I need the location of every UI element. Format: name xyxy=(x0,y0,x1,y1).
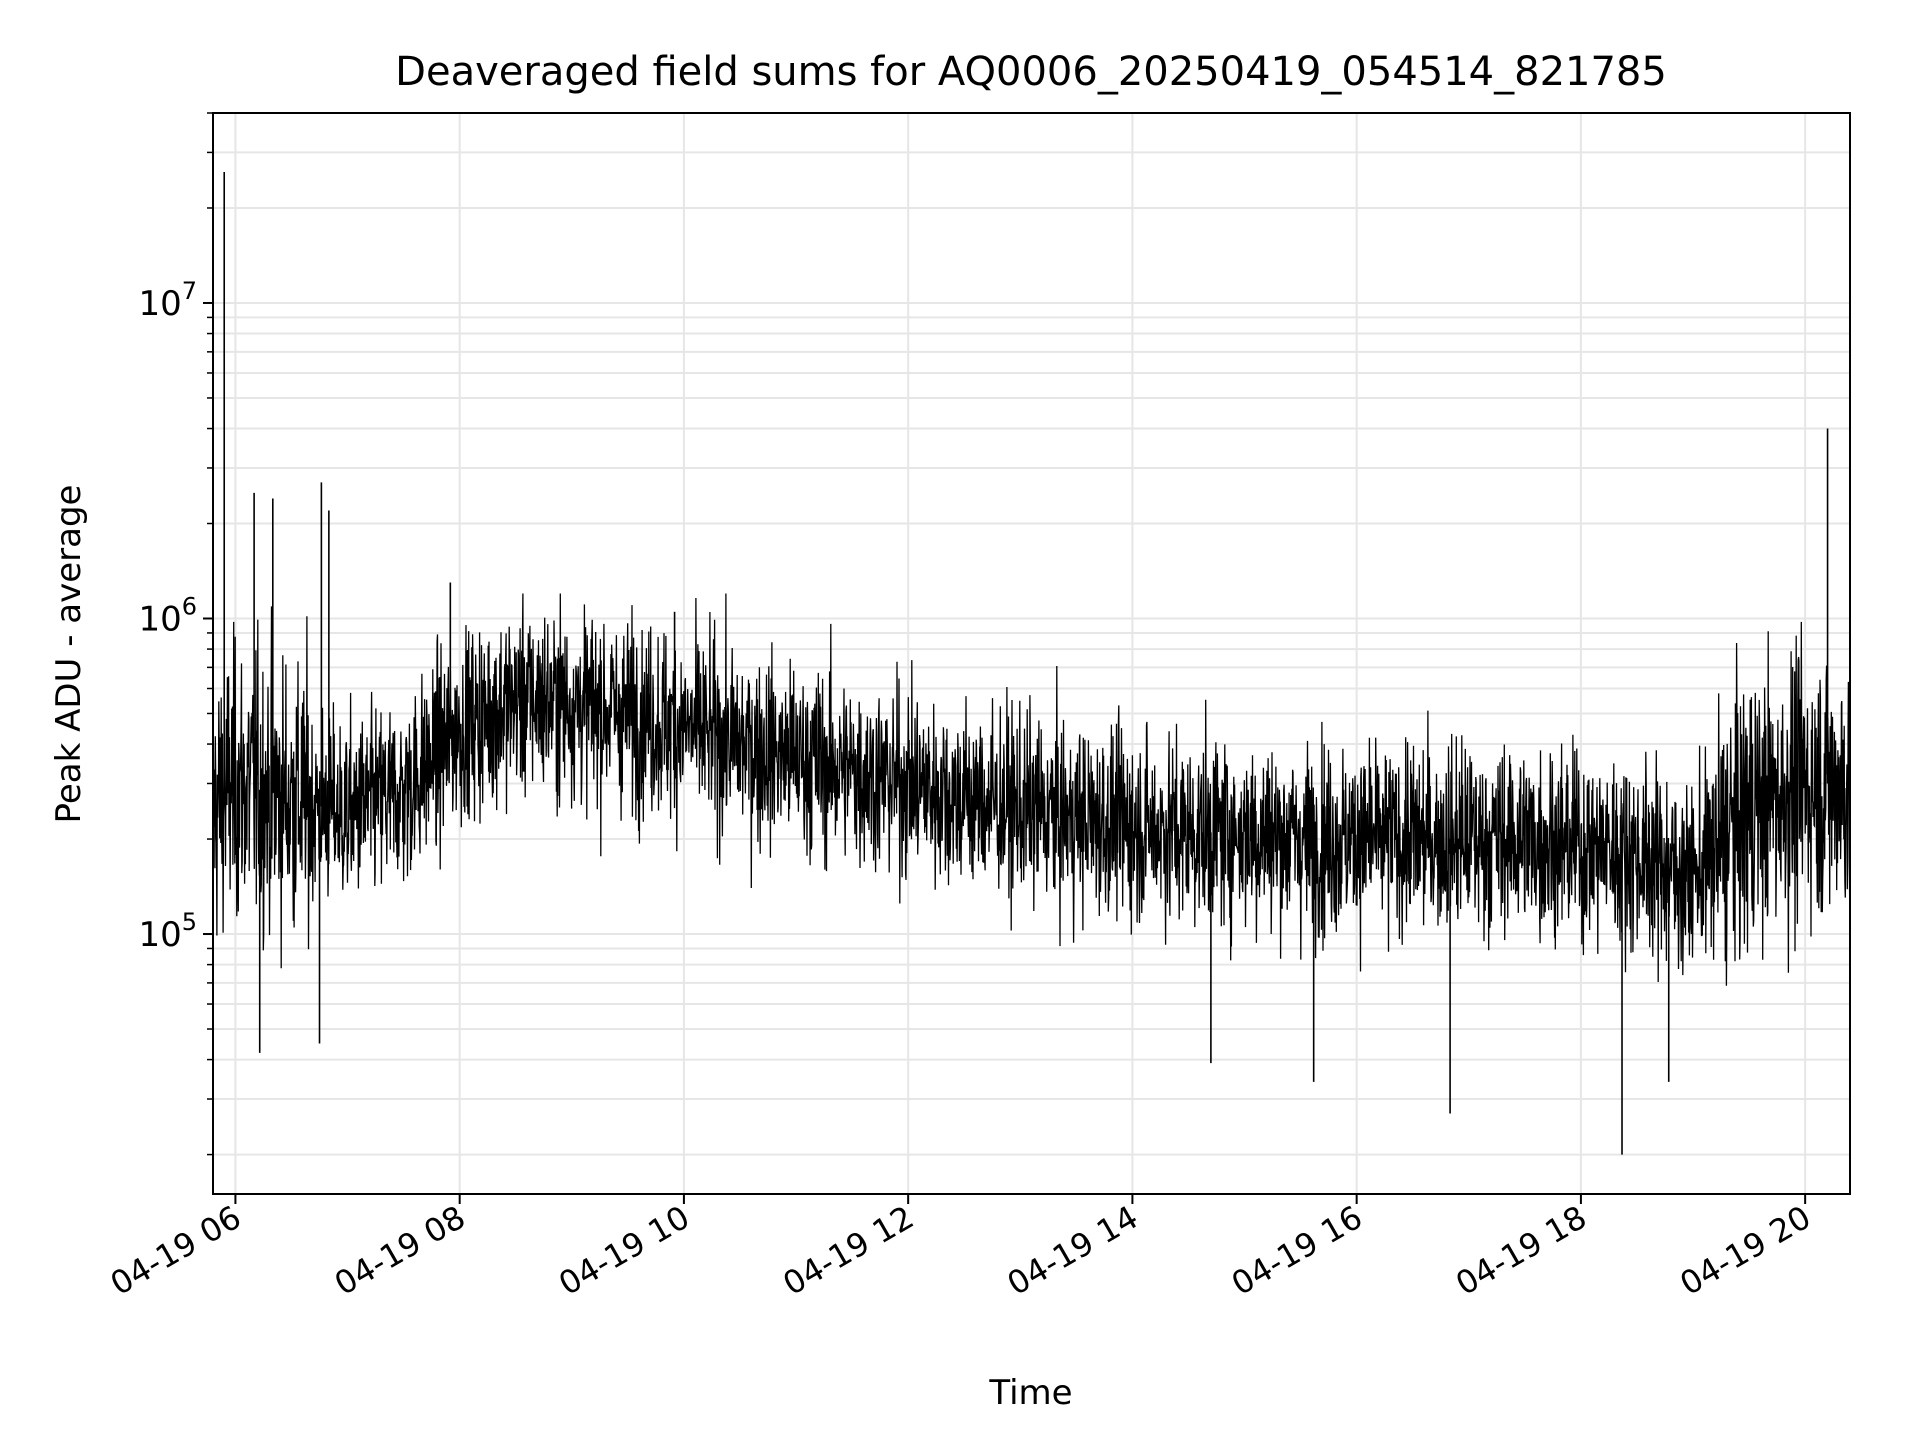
y-axis-label: Peak ADU - average xyxy=(49,485,89,824)
x-axis-label: Time xyxy=(988,1373,1072,1413)
y-tick-label: 105 xyxy=(138,908,197,955)
chart-title: Deaveraged field sums for AQ0006_2025041… xyxy=(395,49,1667,95)
data-series-layer xyxy=(212,172,1851,1155)
y-tick-label: 107 xyxy=(138,277,197,324)
plot-area-frame xyxy=(212,112,1851,1195)
data-series-line xyxy=(212,593,1851,986)
y-tick-label: 106 xyxy=(138,592,197,639)
